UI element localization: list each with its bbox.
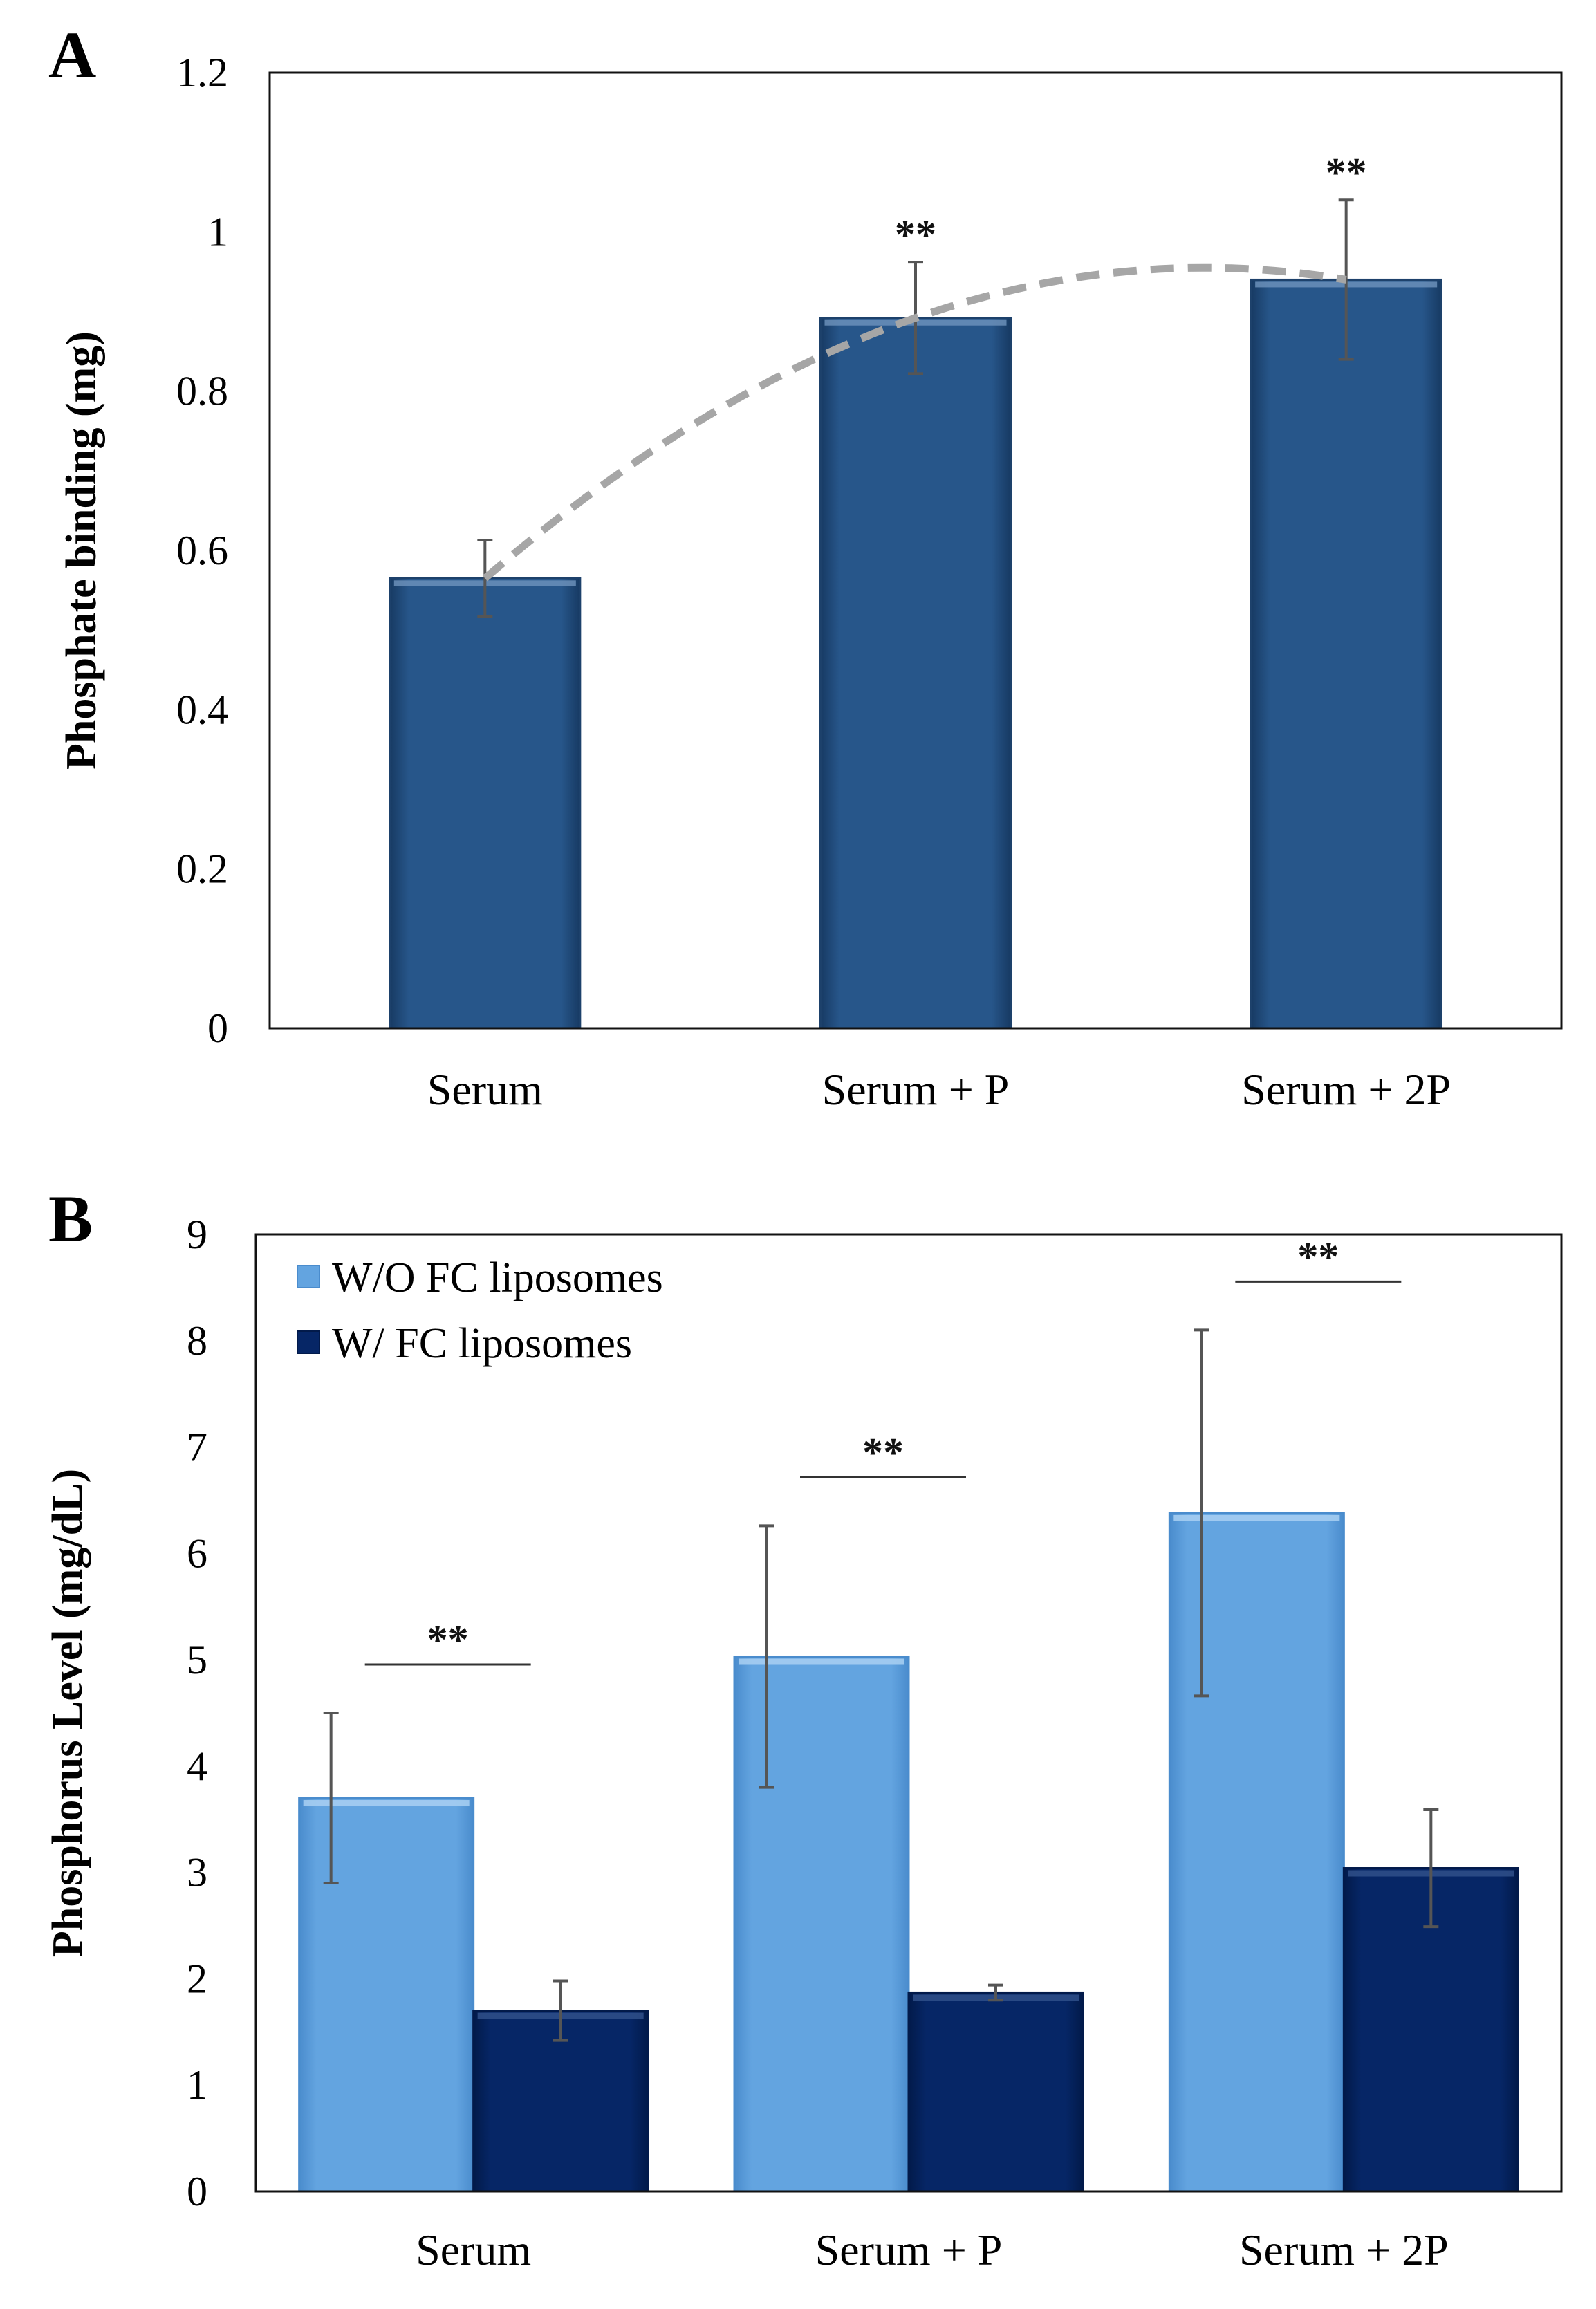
legend-label: W/O FC liposomes <box>332 1254 663 1301</box>
panel-a-frame <box>268 71 1563 1030</box>
panel-b-y-tick-label: 4 <box>187 1743 207 1789</box>
panel-a-letter: A <box>48 18 96 92</box>
panel-a-category-label: Serum + 2P <box>1241 1065 1451 1114</box>
panel-a: A 0 0.2 0.4 0.6 0.8 1 1.2 Serum ** Serum + P ** Ser… <box>48 18 1563 1114</box>
panel-b-y-tick-label: 5 <box>187 1637 207 1682</box>
panel-b-y-tick-label: 2 <box>187 1956 207 2001</box>
panel-b-bar-without-fc <box>298 1797 475 2193</box>
legend-swatch <box>297 1330 320 1354</box>
panel-b-category-label: Serum + P <box>815 2225 1003 2274</box>
panel-a-bar <box>389 577 582 1030</box>
panel-a-y-tick-label: 1 <box>207 209 228 254</box>
panel-b-bar-without-fc <box>1168 1512 1345 2193</box>
legend-label: W/ FC liposomes <box>332 1320 632 1367</box>
panel-b-y-tick-label: 9 <box>187 1212 207 1257</box>
panel-b-bar-highlight <box>303 1800 470 1807</box>
panel-a-y-axis-label: Phosphate binding (mg) <box>58 331 105 770</box>
panel-b-y-tick-label: 3 <box>187 1850 207 1895</box>
panel-b-category-label: Serum <box>416 2225 531 2274</box>
panel-b-letter: B <box>48 1182 93 1256</box>
panel-b-significance-marker: ** <box>1297 1234 1339 1279</box>
panel-b-y-tick-label: 1 <box>187 2062 207 2108</box>
panel-a-category-label: Serum <box>427 1065 543 1114</box>
panel-b-bar-without-fc <box>733 1655 910 2193</box>
panel-a-category-label: Serum + P <box>822 1065 1010 1114</box>
panel-a-significance-marker: ** <box>1326 149 1367 195</box>
panel-a-y-tick-label: 0.4 <box>176 687 228 732</box>
panel-b-y-axis-label: Phosphorus Level (mg/dL) <box>44 1469 91 1957</box>
panel-b-bar-highlight <box>739 1658 904 1665</box>
legend-swatch <box>297 1265 320 1288</box>
panel-b-y-tick-label: 6 <box>187 1530 207 1576</box>
panel-a-y-tick-label: 0 <box>207 1005 228 1051</box>
panel-a-y-tick-label: 0.8 <box>176 369 228 414</box>
panel-b-legend: W/O FC liposomes W/ FC liposomes <box>297 1254 663 1367</box>
panel-b-y-tick-label: 7 <box>187 1425 207 1470</box>
panel-a-y-tick-label: 1.2 <box>176 50 228 95</box>
panel-b-y-tick-label: 0 <box>187 2169 207 2214</box>
panel-b-bar-highlight <box>1173 1514 1340 1521</box>
panel-b-significance-marker: ** <box>862 1429 904 1475</box>
panel-a-bar <box>1250 278 1442 1030</box>
panel-a-plot: 0 0.2 0.4 0.6 0.8 1 1.2 Serum ** Serum + P ** Serum… <box>176 50 1451 1114</box>
panel-b-significance-marker: ** <box>427 1617 469 1662</box>
panel-a-trendline <box>482 263 1347 582</box>
panel-a-significance-marker: ** <box>895 212 936 257</box>
panel-a-bar <box>819 317 1012 1030</box>
panel-b-bar-with-fc <box>907 1991 1084 2193</box>
panel-b-y-tick-label: 8 <box>187 1318 207 1364</box>
panel-b-plot: 0 1 2 3 4 5 6 7 8 9 ** Serum ** Serum + P ** Serum + 2P <box>187 1212 1519 2274</box>
panel-a-y-tick-label: 0.6 <box>176 528 228 573</box>
panel-b: B 0 1 2 3 4 5 6 7 8 9 ** Serum ** Serum + P ** Serum + … <box>44 1182 1563 2274</box>
panel-b-category-label: Serum + 2P <box>1239 2225 1449 2274</box>
panel-a-y-tick-label: 0.2 <box>176 846 228 892</box>
panel-b-frame <box>254 1233 1563 2193</box>
